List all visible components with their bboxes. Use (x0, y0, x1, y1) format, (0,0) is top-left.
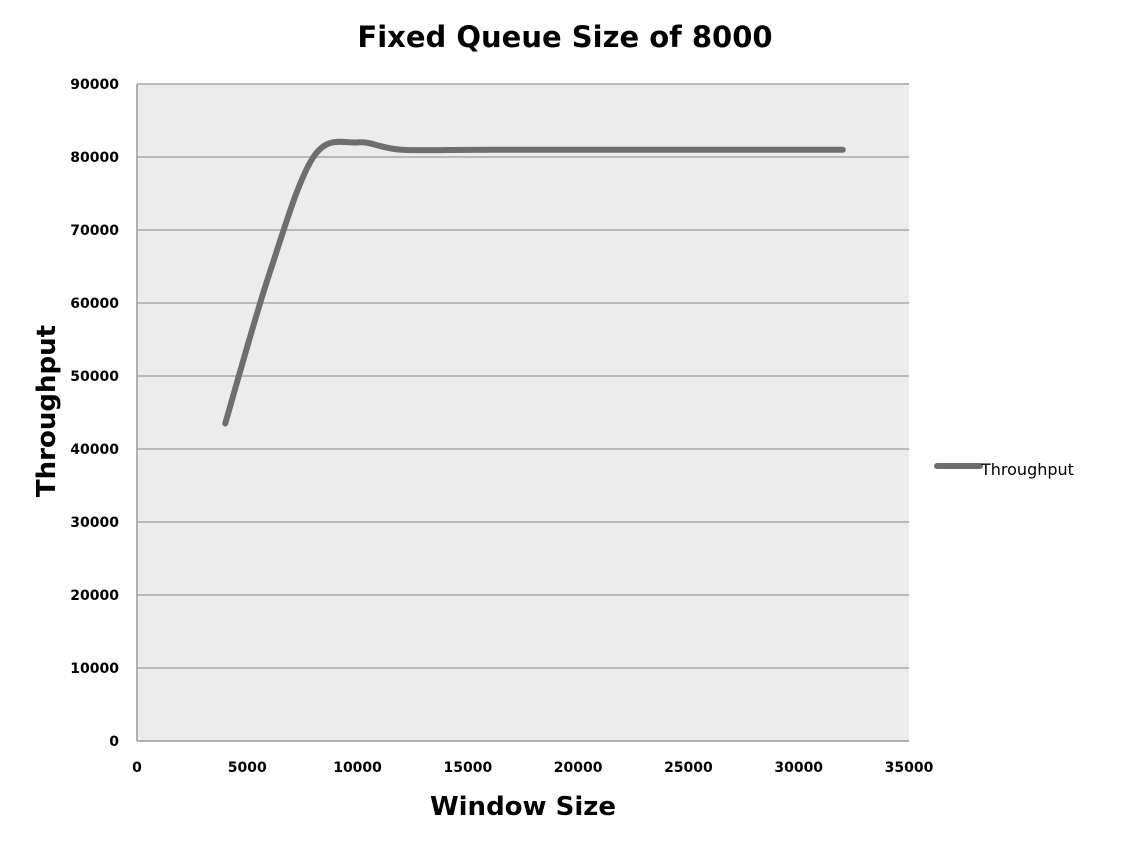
x-tick-label: 20000 (554, 760, 603, 776)
y-tick-labels: 0 10000 20000 30000 40000 50000 60000 70000 8000… (70, 77, 119, 750)
x-tick-labels: 0 5000 10000 15000 20000 25000 30000 35000 (132, 760, 933, 776)
x-tick-label: 25000 (664, 760, 713, 776)
series-lines (222, 138, 846, 427)
x-tick-label: 0 (132, 760, 142, 776)
axes (136, 84, 909, 742)
y-tick-label: 90000 (70, 77, 119, 93)
chart-title: Fixed Queue Size of 8000 (357, 20, 772, 54)
x-tick-label: 10000 (333, 760, 382, 776)
series-line-throughput (222, 138, 846, 427)
gridlines (137, 83, 909, 669)
legend: Throughput (934, 460, 1074, 479)
y-tick-label: 30000 (70, 515, 119, 531)
x-tick-label: 5000 (228, 760, 267, 776)
y-tick-label: 10000 (70, 661, 119, 677)
y-tick-label: 70000 (70, 223, 119, 239)
plot-area (137, 84, 909, 741)
y-tick-label: 0 (109, 734, 119, 750)
y-tick-label: 60000 (70, 296, 119, 312)
y-tick-label: 80000 (70, 150, 119, 166)
x-axis-label: Window Size (430, 792, 616, 822)
x-tick-label: 30000 (774, 760, 823, 776)
legend-label: Throughput (980, 460, 1074, 479)
y-tick-label: 40000 (70, 442, 119, 458)
x-tick-label: 15000 (443, 760, 492, 776)
x-tick-label: 35000 (885, 760, 934, 776)
y-tick-label: 50000 (70, 369, 119, 385)
y-axis-label: Throughput (32, 325, 62, 497)
y-tick-label: 20000 (70, 588, 119, 604)
